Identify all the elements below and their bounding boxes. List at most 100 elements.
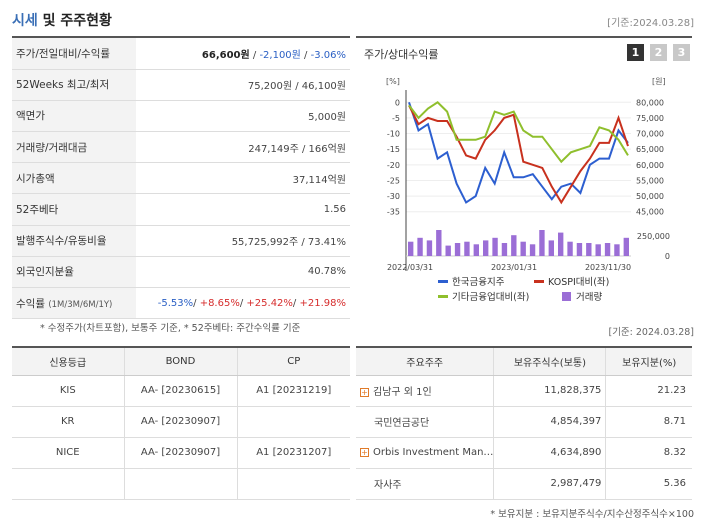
row-label: 시가총액 (12, 162, 136, 195)
divider (356, 36, 692, 38)
right-tick-label: 55,000 (636, 176, 664, 185)
legend-label: KOSPI대비(좌) (548, 277, 609, 288)
row-value: 1.56 (136, 193, 350, 226)
table-row: NICE AA- [20230907] A1 [20231207] (12, 437, 350, 469)
table-row: 발행주식수/유동비율 55,725,992주 / 73.41% (12, 225, 350, 257)
volume-tick-label: 0 (665, 252, 670, 261)
page-title: 시세 및 주주현황 (12, 13, 112, 29)
table-row: 수익률 (1M/3M/6M/1Y) -5.53%/ +8.65%/ +25.42… (12, 287, 350, 320)
chart-button-1[interactable]: 1 (627, 44, 644, 61)
volume-bar (464, 241, 470, 256)
row-label: 수익률 (1M/3M/6M/1Y) (12, 287, 136, 320)
chart-button-2[interactable]: 2 (650, 44, 667, 61)
volume-bar (501, 243, 508, 256)
holder-name: 김남구 외 1인 (373, 387, 432, 398)
header: 시세 및 주주현황 [기준:2024.03.28] (0, 0, 702, 36)
series-line (408, 101, 629, 164)
change-value: -2,100원 (259, 49, 301, 61)
volume-bar (539, 230, 545, 256)
legend-swatch (562, 292, 571, 301)
row-value: 247,149주 / 166억원 (136, 131, 350, 164)
left-tick-label: -20 (387, 161, 400, 170)
volume-bar (520, 241, 526, 256)
row-value: 37,114억원 (136, 162, 350, 195)
legend-swatch (534, 280, 544, 283)
left-axis-unit: [%] (386, 77, 400, 86)
x-tick-label: 2023/01/31 (491, 263, 537, 272)
right-tick-label: 75,000 (636, 114, 664, 123)
x-tick-label: 2022/03/31 (387, 263, 433, 272)
volume-bar (567, 241, 573, 256)
volume-bar (623, 237, 629, 256)
credit-rating-table: 신용등급 BOND CP KIS AA- [20230615] A1 [202312… (12, 346, 350, 500)
table-row: + 김남구 외 1인 11,828,375 21.23 (356, 375, 692, 407)
volume-tick-label: 250,000 (637, 232, 670, 241)
volume-bar (436, 230, 442, 256)
expand-icon[interactable]: + (360, 387, 369, 397)
table-row: + Orbis Investment Man… 4,634,890 8.32 (356, 437, 692, 469)
table-row: 시가총액 37,114억원 (12, 162, 350, 195)
volume-bar (614, 244, 620, 256)
price-table: 주가/전일대비/수익률 66,600원 / -2,100원 / -3.06% 5… (12, 38, 350, 320)
right-axis-unit: [원] (652, 77, 666, 86)
table-row (12, 468, 350, 500)
right-tick-label: 65,000 (636, 145, 664, 154)
footnote-date: [기준: 2024.03.28] (608, 327, 694, 338)
row-label: 52Weeks 최고/최저 (12, 69, 136, 101)
legend-label: 기타금융업대비(좌) (452, 291, 529, 303)
volume-bar (492, 237, 498, 256)
left-tick-label: -10 (387, 130, 400, 139)
left-tick-label: -5 (392, 114, 400, 123)
legend-label: 거래량 (576, 291, 602, 303)
volume-bar (483, 240, 489, 256)
left-tick-label: -15 (387, 145, 400, 154)
row-label: 발행주식수/유동비율 (12, 225, 136, 257)
header-date: [기준:2024.03.28] (607, 18, 694, 29)
left-tick-label: -35 (387, 208, 400, 217)
table-row: 국민연금공단 4,854,397 8.71 (356, 406, 692, 438)
legend-swatch (438, 280, 448, 283)
holder-name: Orbis Investment Man… (373, 447, 494, 458)
table-header-row: 주요주주 보유주식수(보통) 보유지분(%) (356, 347, 692, 376)
volume-bar (445, 245, 451, 256)
volume-bar (417, 237, 423, 256)
holder-name: 자사주 (374, 480, 402, 491)
table-row: KR AA- [20230907] (12, 406, 350, 438)
row-value: 5,000원 (136, 100, 350, 133)
shareholders-table: 주요주주 보유주식수(보통) 보유지분(%) + 김남구 외 1인 11,828,… (356, 346, 692, 500)
right-tick-label: 45,000 (636, 208, 664, 217)
col-header: 신용등급 (12, 347, 124, 376)
row-label: 주가/전일대비/수익률 (12, 38, 136, 70)
price-value: 66,600원 (201, 49, 250, 61)
table-row: 자사주 2,987,479 5.36 (356, 468, 692, 500)
footnote: * 수정주가(차트포함), 보통주 기준, * 52주베타: 주간수익률 기준 (40, 323, 301, 334)
row-label: 52주베타 (12, 193, 136, 226)
x-tick-label: 2023/11/30 (585, 263, 631, 272)
expand-icon[interactable]: + (360, 447, 369, 457)
table-row: 52Weeks 최고/최저 75,200원 / 46,100원 (12, 69, 350, 101)
left-tick-label: -30 (387, 192, 400, 201)
chart-button-3[interactable]: 3 (673, 44, 690, 61)
series-line (408, 101, 629, 204)
price-chart: [%] [원] 0 80,000 -5 75,000 -10 70,000 -15 65,000 -… (386, 77, 670, 303)
table-row: 주가/전일대비/수익률 66,600원 / -2,100원 / -3.06% (12, 38, 350, 70)
returns-value: -5.53%/ +8.65%/ +25.42%/ +21.98% (136, 287, 350, 320)
left-tick-label: 0 (395, 98, 400, 107)
volume-bar (454, 243, 461, 256)
row-label: 외국인지분율 (12, 256, 136, 289)
volume-bar (604, 243, 611, 256)
legend-swatch (438, 295, 448, 298)
volume-bar (511, 235, 517, 256)
col-header: 주요주주 (356, 347, 494, 376)
right-tick-label: 50,000 (636, 192, 664, 201)
row-value: 75,200원 / 46,100원 (136, 69, 350, 101)
table-row: 외국인지분율 40.78% (12, 256, 350, 289)
right-tick-label: 80,000 (636, 98, 664, 107)
volume-bar (529, 244, 536, 256)
volume-bar (558, 232, 564, 256)
right-tick-label: 60,000 (636, 161, 664, 170)
volume-bar (473, 244, 479, 256)
volume-bar (595, 244, 601, 256)
footnote: * 보유지분 : 보유지분주식수/지수산정주식수×100 (490, 509, 694, 520)
divider (12, 36, 350, 38)
